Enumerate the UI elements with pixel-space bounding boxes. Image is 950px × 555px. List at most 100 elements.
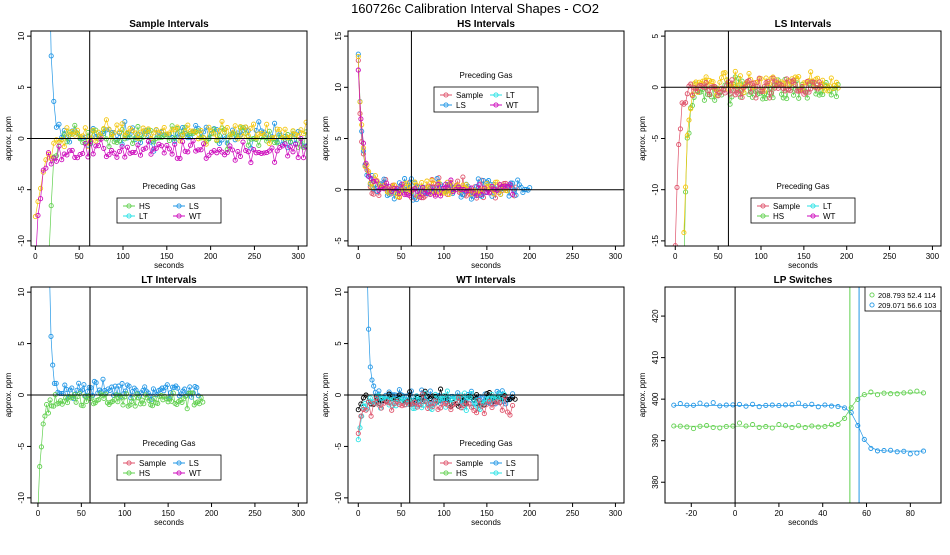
data-point	[796, 74, 802, 80]
data-point	[261, 150, 267, 156]
data-point	[219, 137, 225, 143]
data-point	[143, 145, 149, 151]
data-point	[737, 73, 743, 79]
data-point	[80, 150, 86, 157]
data-point	[272, 159, 278, 165]
data-point	[180, 124, 186, 131]
data-point	[185, 132, 191, 138]
data-point	[285, 153, 291, 159]
data-point	[494, 399, 500, 405]
data-point	[425, 405, 431, 411]
data-point	[743, 403, 749, 409]
data-point	[100, 376, 106, 382]
data-point	[722, 70, 728, 76]
data-point	[693, 79, 699, 85]
y-tick-label: 0	[17, 136, 26, 141]
data-point	[208, 131, 215, 137]
data-point	[355, 51, 361, 57]
data-point	[295, 132, 301, 139]
data-point	[53, 137, 59, 143]
data-point	[122, 154, 128, 160]
data-point	[74, 155, 80, 161]
data-point	[266, 148, 272, 154]
data-point	[245, 132, 251, 139]
data-point	[404, 192, 410, 198]
data-point	[77, 151, 83, 158]
data-point	[48, 203, 54, 209]
data-point	[109, 148, 115, 154]
data-point	[150, 386, 156, 392]
data-point	[835, 404, 841, 410]
data-point	[780, 95, 786, 101]
panel-ls: LS Intervals 0 50 100 150 200 250 300 -15 -10 -5 0 5…	[638, 19, 942, 270]
data-point	[88, 139, 94, 145]
data-point	[185, 149, 191, 155]
data-point	[756, 424, 762, 430]
data-point	[463, 400, 469, 406]
data-point	[119, 144, 125, 150]
x-tick-label: 100	[437, 509, 451, 518]
data-point	[710, 79, 716, 85]
data-point	[765, 79, 771, 85]
data-point	[815, 424, 821, 430]
data-point	[432, 193, 438, 199]
data-point	[763, 402, 769, 408]
legend-swatch-marker	[760, 213, 766, 219]
data-point	[441, 393, 447, 399]
y-axis-label: approx. ppm	[321, 372, 330, 417]
data-point	[674, 184, 680, 190]
data-point	[47, 258, 51, 262]
data-point	[185, 135, 191, 141]
data-point	[124, 129, 130, 136]
data-point	[384, 399, 390, 405]
legend-swatch-marker	[443, 460, 449, 466]
data-point	[182, 393, 189, 400]
data-point	[79, 387, 85, 393]
data-point	[369, 172, 375, 179]
legend-entry-label: LT	[506, 469, 515, 478]
series-line	[49, 124, 307, 246]
data-point	[172, 138, 178, 144]
data-point	[816, 92, 822, 98]
y-tick-label: -5	[17, 186, 26, 194]
data-point	[285, 135, 291, 141]
data-point	[419, 179, 425, 186]
data-point	[253, 127, 259, 134]
y-tick-label: 5	[334, 341, 343, 346]
series-line	[683, 76, 839, 246]
data-point	[274, 148, 280, 154]
data-point	[48, 161, 54, 167]
data-point	[763, 424, 769, 430]
data-point	[414, 393, 420, 399]
data-point	[496, 391, 502, 397]
fit-line	[673, 392, 924, 427]
data-point	[258, 150, 264, 156]
data-point	[501, 391, 507, 397]
data-point	[813, 91, 819, 97]
data-point	[695, 88, 701, 94]
data-point	[198, 147, 204, 153]
data-point	[708, 79, 714, 85]
data-point	[412, 400, 418, 406]
data-point	[376, 192, 382, 199]
data-point	[712, 97, 718, 103]
data-point	[796, 95, 802, 101]
y-axis-label: approx. ppm	[638, 372, 647, 417]
data-point	[386, 400, 392, 406]
data-point	[67, 148, 73, 154]
data-point	[797, 88, 803, 94]
data-point	[232, 131, 238, 137]
data-point	[828, 75, 834, 81]
y-axis-label: approx. ppm	[638, 116, 647, 161]
data-point	[373, 395, 379, 401]
data-point	[214, 137, 220, 143]
data-point	[484, 391, 490, 397]
data-point	[114, 154, 120, 160]
data-point	[438, 193, 444, 199]
data-point	[848, 405, 854, 411]
legend-swatch-marker	[869, 302, 875, 308]
data-point	[235, 134, 241, 140]
data-point	[169, 398, 175, 404]
